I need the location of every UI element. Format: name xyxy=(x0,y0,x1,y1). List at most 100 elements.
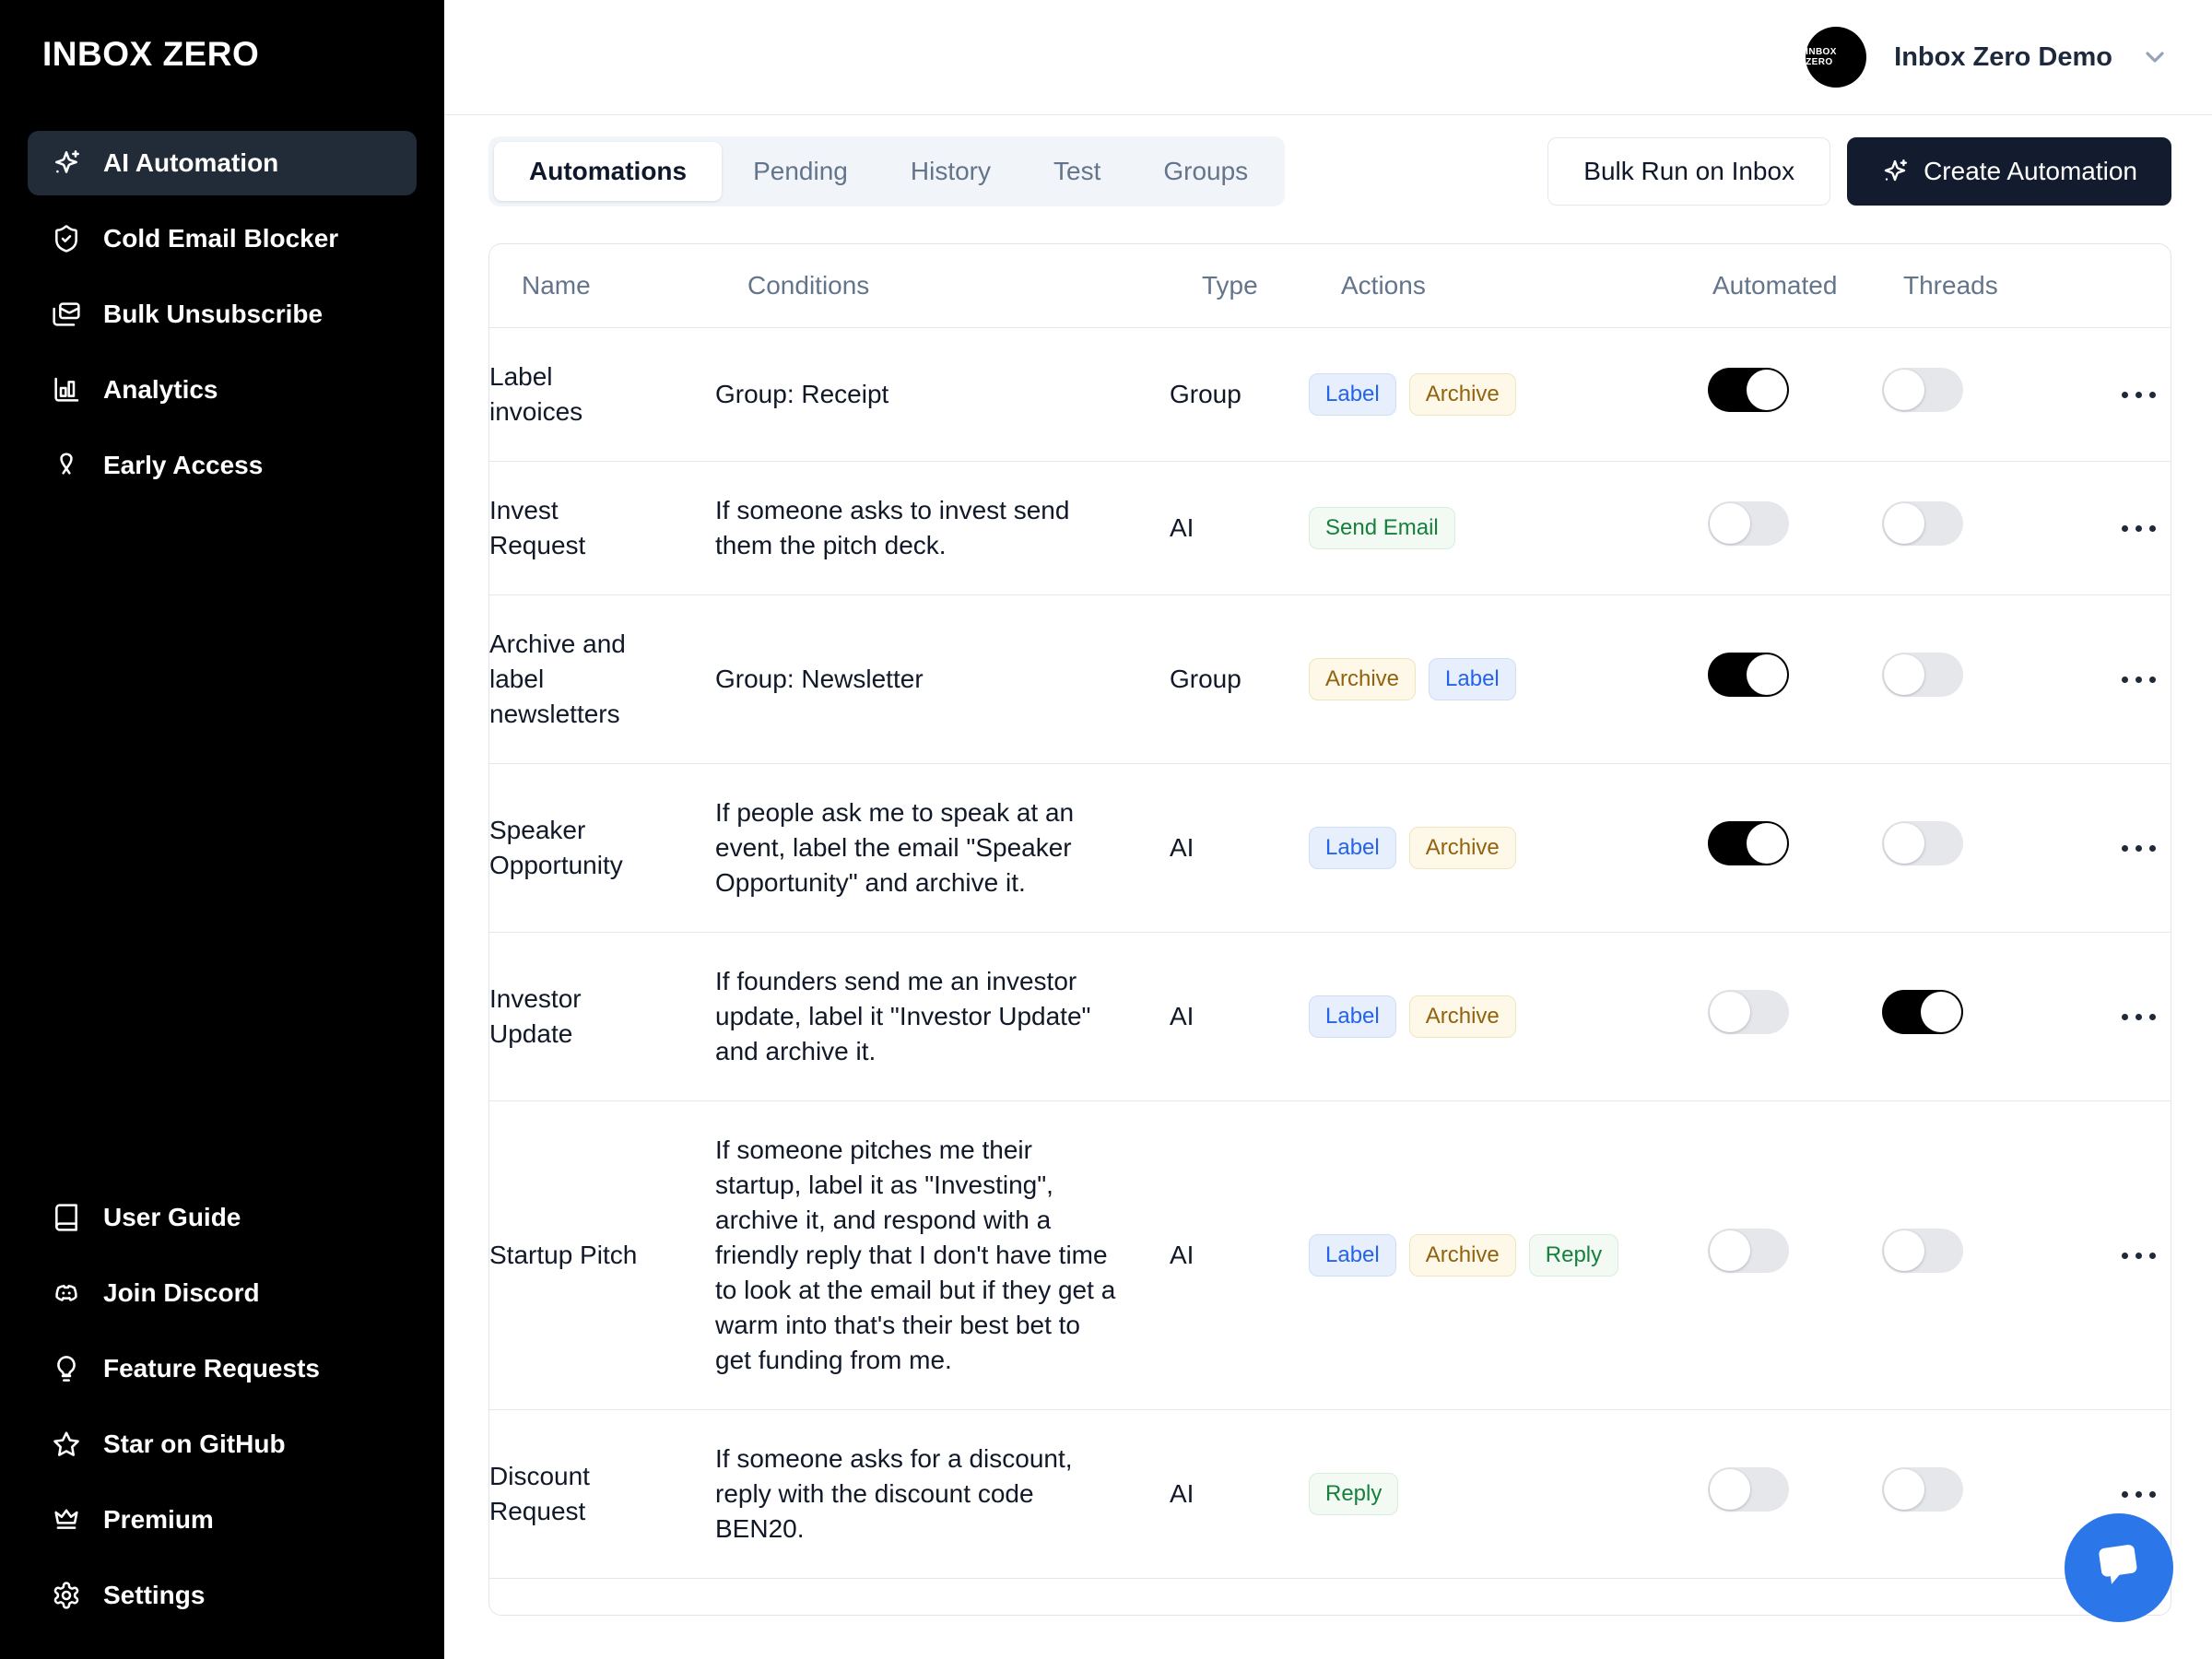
threads-toggle[interactable] xyxy=(1882,368,1963,412)
ellipsis-icon xyxy=(2136,1252,2142,1259)
rule-type: Group xyxy=(1170,380,1241,408)
rule-name[interactable]: Invest Request xyxy=(489,496,586,559)
automated-cell xyxy=(1680,368,1871,421)
rule-actions: Reply xyxy=(1309,1473,1680,1515)
avatar[interactable]: INBOX ZERO xyxy=(1806,27,1867,88)
automated-toggle[interactable] xyxy=(1708,368,1789,412)
rule-conditions: If people ask me to speak at an event, l… xyxy=(715,798,1075,897)
sidebar-spacer xyxy=(28,498,417,1185)
toggle-knob xyxy=(1747,823,1787,864)
rule-type: AI xyxy=(1170,513,1194,542)
action-badge-archive: Archive xyxy=(1408,1234,1516,1277)
rule-type: AI xyxy=(1170,1002,1194,1030)
sidebar-item-cold-email-blocker[interactable]: Cold Email Blocker xyxy=(28,206,417,271)
rule-name[interactable]: Speaker Opportunity xyxy=(489,816,623,879)
account-name[interactable]: Inbox Zero Demo xyxy=(1894,41,2112,72)
rule-actions: Label Archive Reply xyxy=(1309,1234,1680,1277)
rule-conditions: If someone asks to invest send them the … xyxy=(715,496,1070,559)
threads-toggle[interactable] xyxy=(1882,990,1963,1034)
tab-groups[interactable]: Groups xyxy=(1132,142,1279,201)
sidebar-item-label: Feature Requests xyxy=(103,1354,320,1382)
automated-toggle[interactable] xyxy=(1708,1229,1789,1273)
more-options-button[interactable] xyxy=(2114,1240,2163,1272)
discord-icon xyxy=(52,1278,81,1308)
rule-type: AI xyxy=(1170,1241,1194,1269)
automated-toggle[interactable] xyxy=(1708,1467,1789,1512)
chevron-down-icon[interactable] xyxy=(2140,42,2170,72)
more-options-button[interactable] xyxy=(2114,379,2163,411)
tab-automations[interactable]: Automations xyxy=(494,142,723,201)
sidebar-footer-item-join-discord[interactable]: Join Discord xyxy=(28,1261,417,1325)
threads-toggle[interactable] xyxy=(1882,653,1963,697)
automated-toggle[interactable] xyxy=(1708,990,1789,1034)
ellipsis-icon xyxy=(2136,1013,2142,1020)
threads-cell xyxy=(1871,990,2037,1043)
rule-name[interactable]: Discount Request xyxy=(489,1462,590,1525)
sidebar-footer-item-feature-requests[interactable]: Feature Requests xyxy=(28,1336,417,1401)
automated-toggle[interactable] xyxy=(1708,501,1789,546)
more-cell xyxy=(2037,1001,2171,1033)
rule-name[interactable]: Startup Pitch xyxy=(489,1241,638,1269)
toggle-knob xyxy=(1921,992,1961,1032)
table-body: Label invoices Group: Receipt Group Label Ar… xyxy=(489,327,2171,1578)
sidebar-item-bulk-unsubscribe[interactable]: Bulk Unsubscribe xyxy=(28,282,417,347)
bulk-run-button[interactable]: Bulk Run on Inbox xyxy=(1547,137,1831,206)
sidebar-item-analytics[interactable]: Analytics xyxy=(28,358,417,422)
app-logo: INBOX ZERO xyxy=(42,35,260,73)
automated-toggle[interactable] xyxy=(1708,821,1789,865)
sidebar-item-label: Early Access xyxy=(103,451,264,479)
more-options-button[interactable] xyxy=(2114,832,2163,865)
threads-cell xyxy=(1871,501,2037,555)
more-options-button[interactable] xyxy=(2114,1478,2163,1511)
threads-toggle[interactable] xyxy=(1882,821,1963,865)
sparkles-icon xyxy=(52,148,81,178)
sidebar-footer-item-settings[interactable]: Settings xyxy=(28,1563,417,1628)
sidebar-item-early-access[interactable]: Early Access xyxy=(28,433,417,498)
ellipsis-icon xyxy=(2149,1252,2156,1259)
threads-cell xyxy=(1871,653,2037,706)
more-options-button[interactable] xyxy=(2114,512,2163,545)
sidebar-footer-item-user-guide[interactable]: User Guide xyxy=(28,1185,417,1250)
sidebar-footer-item-premium[interactable]: Premium xyxy=(28,1488,417,1552)
ellipsis-icon xyxy=(2149,391,2156,398)
ellipsis-icon xyxy=(2149,1013,2156,1020)
automated-toggle[interactable] xyxy=(1708,653,1789,697)
more-options-button[interactable] xyxy=(2114,1001,2163,1033)
toggle-knob xyxy=(1710,503,1750,544)
threads-toggle[interactable] xyxy=(1882,1229,1963,1273)
ellipsis-icon xyxy=(2136,1490,2142,1498)
table-row: Discount Request If someone asks for a di… xyxy=(489,1409,2171,1578)
ellipsis-icon xyxy=(2122,391,2128,398)
ellipsis-icon xyxy=(2149,524,2156,532)
rule-name[interactable]: Label invoices xyxy=(489,362,583,426)
column-header-actions: Actions xyxy=(1341,271,1426,300)
sidebar-item-ai-automation[interactable]: AI Automation xyxy=(28,131,417,195)
sidebar-item-label: User Guide xyxy=(103,1203,241,1231)
sidebar-footer-item-star-on-github[interactable]: Star on GitHub xyxy=(28,1412,417,1477)
ellipsis-icon xyxy=(2136,676,2142,683)
more-cell xyxy=(2037,1240,2171,1272)
rule-name[interactable]: Archive and label newsletters xyxy=(489,629,626,728)
action-badge-label: Label xyxy=(1309,827,1396,869)
sidebar-item-label: Premium xyxy=(103,1505,214,1534)
gear-icon xyxy=(52,1581,81,1610)
more-cell xyxy=(2037,1478,2171,1511)
toggle-knob xyxy=(1747,654,1787,695)
ellipsis-icon xyxy=(2122,1490,2128,1498)
threads-toggle[interactable] xyxy=(1882,1467,1963,1512)
action-badge-label: Label xyxy=(1429,658,1516,700)
automated-cell xyxy=(1680,1229,1871,1282)
tab-history[interactable]: History xyxy=(879,142,1022,201)
tab-test[interactable]: Test xyxy=(1022,142,1132,201)
create-automation-button[interactable]: Create Automation xyxy=(1847,137,2171,206)
tab-pending[interactable]: Pending xyxy=(722,142,879,201)
chat-widget-button[interactable] xyxy=(2065,1513,2173,1622)
more-options-button[interactable] xyxy=(2114,664,2163,696)
table-row: Speaker Opportunity If people ask me to s… xyxy=(489,763,2171,932)
automated-cell xyxy=(1680,501,1871,555)
rule-name[interactable]: Investor Update xyxy=(489,984,582,1048)
rule-type: AI xyxy=(1170,833,1194,862)
automated-cell xyxy=(1680,1467,1871,1521)
ellipsis-icon xyxy=(2122,1013,2128,1020)
threads-toggle[interactable] xyxy=(1882,501,1963,546)
